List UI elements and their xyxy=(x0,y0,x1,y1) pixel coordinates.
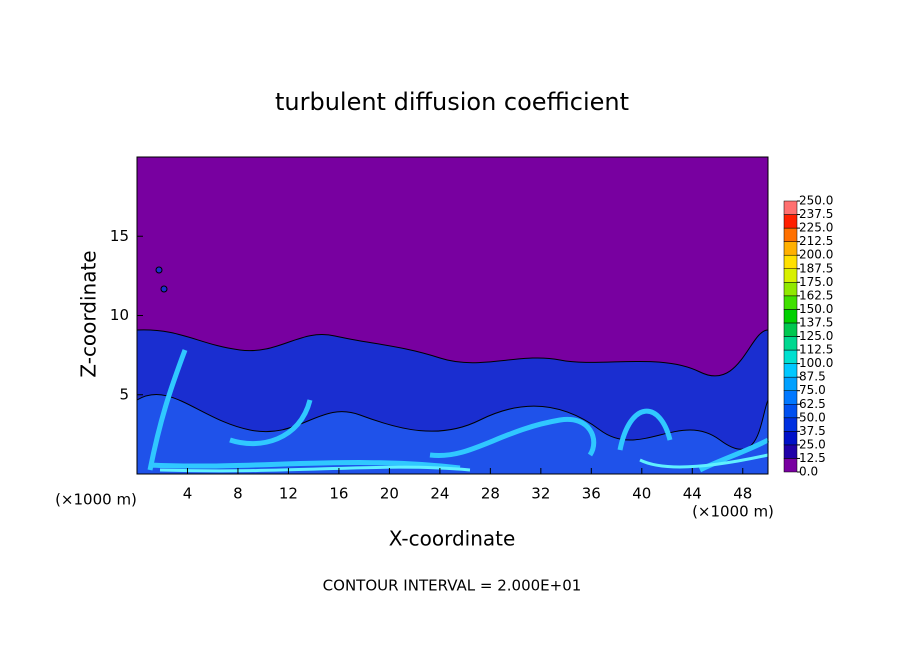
colorbar-label: 50.0 xyxy=(799,410,826,424)
colorbar-label: 125.0 xyxy=(799,329,833,343)
x-tick-label: 16 xyxy=(329,485,348,503)
note: CONTOUR INTERVAL = 2.000E+01 xyxy=(323,577,582,595)
colorbar-label: 87.5 xyxy=(799,370,826,384)
colorbar-label: 200.0 xyxy=(799,248,833,262)
x-tick-label: 24 xyxy=(430,485,449,503)
y-unit: (×1000 m) xyxy=(55,491,137,509)
colorbar-swatch xyxy=(783,268,798,283)
colorbar-swatch xyxy=(783,322,798,337)
colorbar-swatch xyxy=(783,376,798,391)
colorbar-swatch xyxy=(783,336,798,351)
colorbar-swatch xyxy=(783,227,798,242)
colorbar-swatch xyxy=(783,282,798,297)
x-axis-label: X-coordinate xyxy=(389,527,516,551)
colorbar-label: 237.5 xyxy=(799,207,833,221)
colorbar-label: 37.5 xyxy=(799,424,826,438)
colorbar-label: 75.0 xyxy=(799,383,826,397)
colorbar-swatch xyxy=(783,241,798,256)
x-tick-label: 40 xyxy=(632,485,651,503)
colorbar-swatch xyxy=(783,254,798,269)
x-unit: (×1000 m) xyxy=(692,503,774,521)
colorbar-swatch xyxy=(783,458,798,473)
y-tick-label: 5 xyxy=(119,385,129,403)
field-region xyxy=(136,394,769,475)
x-tick-label: 4 xyxy=(183,485,193,503)
colorbar-swatch xyxy=(783,404,798,419)
colorbar-swatch xyxy=(783,390,798,405)
x-tick-label: 28 xyxy=(481,485,500,503)
field-streak xyxy=(159,453,769,473)
x-tick-label: 20 xyxy=(380,485,399,503)
colorbar-swatch xyxy=(783,363,798,378)
field-blob xyxy=(160,285,168,293)
field-blob xyxy=(155,266,163,274)
x-tick-label: 32 xyxy=(531,485,550,503)
y-axis-label: Z-coordinate xyxy=(77,250,101,377)
colorbar-label: 112.5 xyxy=(799,343,833,357)
colorbar-label: 0.0 xyxy=(799,465,818,479)
colorbar-label: 175.0 xyxy=(799,275,833,289)
x-tick-label: 36 xyxy=(582,485,601,503)
colorbar-swatch xyxy=(783,444,798,459)
y-tick-label: 10 xyxy=(110,306,129,324)
colorbar-label: 100.0 xyxy=(799,356,833,370)
colorbar-label: 162.5 xyxy=(799,288,833,302)
field-streak xyxy=(147,349,770,473)
colorbar-label: 150.0 xyxy=(799,302,833,316)
x-tick-label: 44 xyxy=(683,485,702,503)
colorbar-swatch xyxy=(783,295,798,310)
x-tick-label: 12 xyxy=(279,485,298,503)
colorbar-label: 137.5 xyxy=(799,315,833,329)
colorbar-swatch xyxy=(783,214,798,229)
x-tick-label: 48 xyxy=(733,485,752,503)
colorbar-label: 12.5 xyxy=(799,451,826,465)
colorbar-swatch xyxy=(783,417,798,432)
colorbar-label: 212.5 xyxy=(799,234,833,248)
colorbar-label: 187.5 xyxy=(799,261,833,275)
x-tick-label: 8 xyxy=(233,485,243,503)
chart-title: turbulent diffusion coefficient xyxy=(275,88,629,116)
colorbar-label: 62.5 xyxy=(799,397,826,411)
colorbar-swatch xyxy=(783,200,798,215)
colorbar-label: 25.0 xyxy=(799,437,826,451)
colorbar-label: 225.0 xyxy=(799,221,833,235)
field xyxy=(136,157,770,475)
colorbar-swatch xyxy=(783,431,798,446)
colorbar-label: 250.0 xyxy=(799,194,833,208)
colorbar-swatch xyxy=(783,349,798,364)
colorbar-swatch xyxy=(783,309,798,324)
y-tick-label: 15 xyxy=(110,227,129,245)
